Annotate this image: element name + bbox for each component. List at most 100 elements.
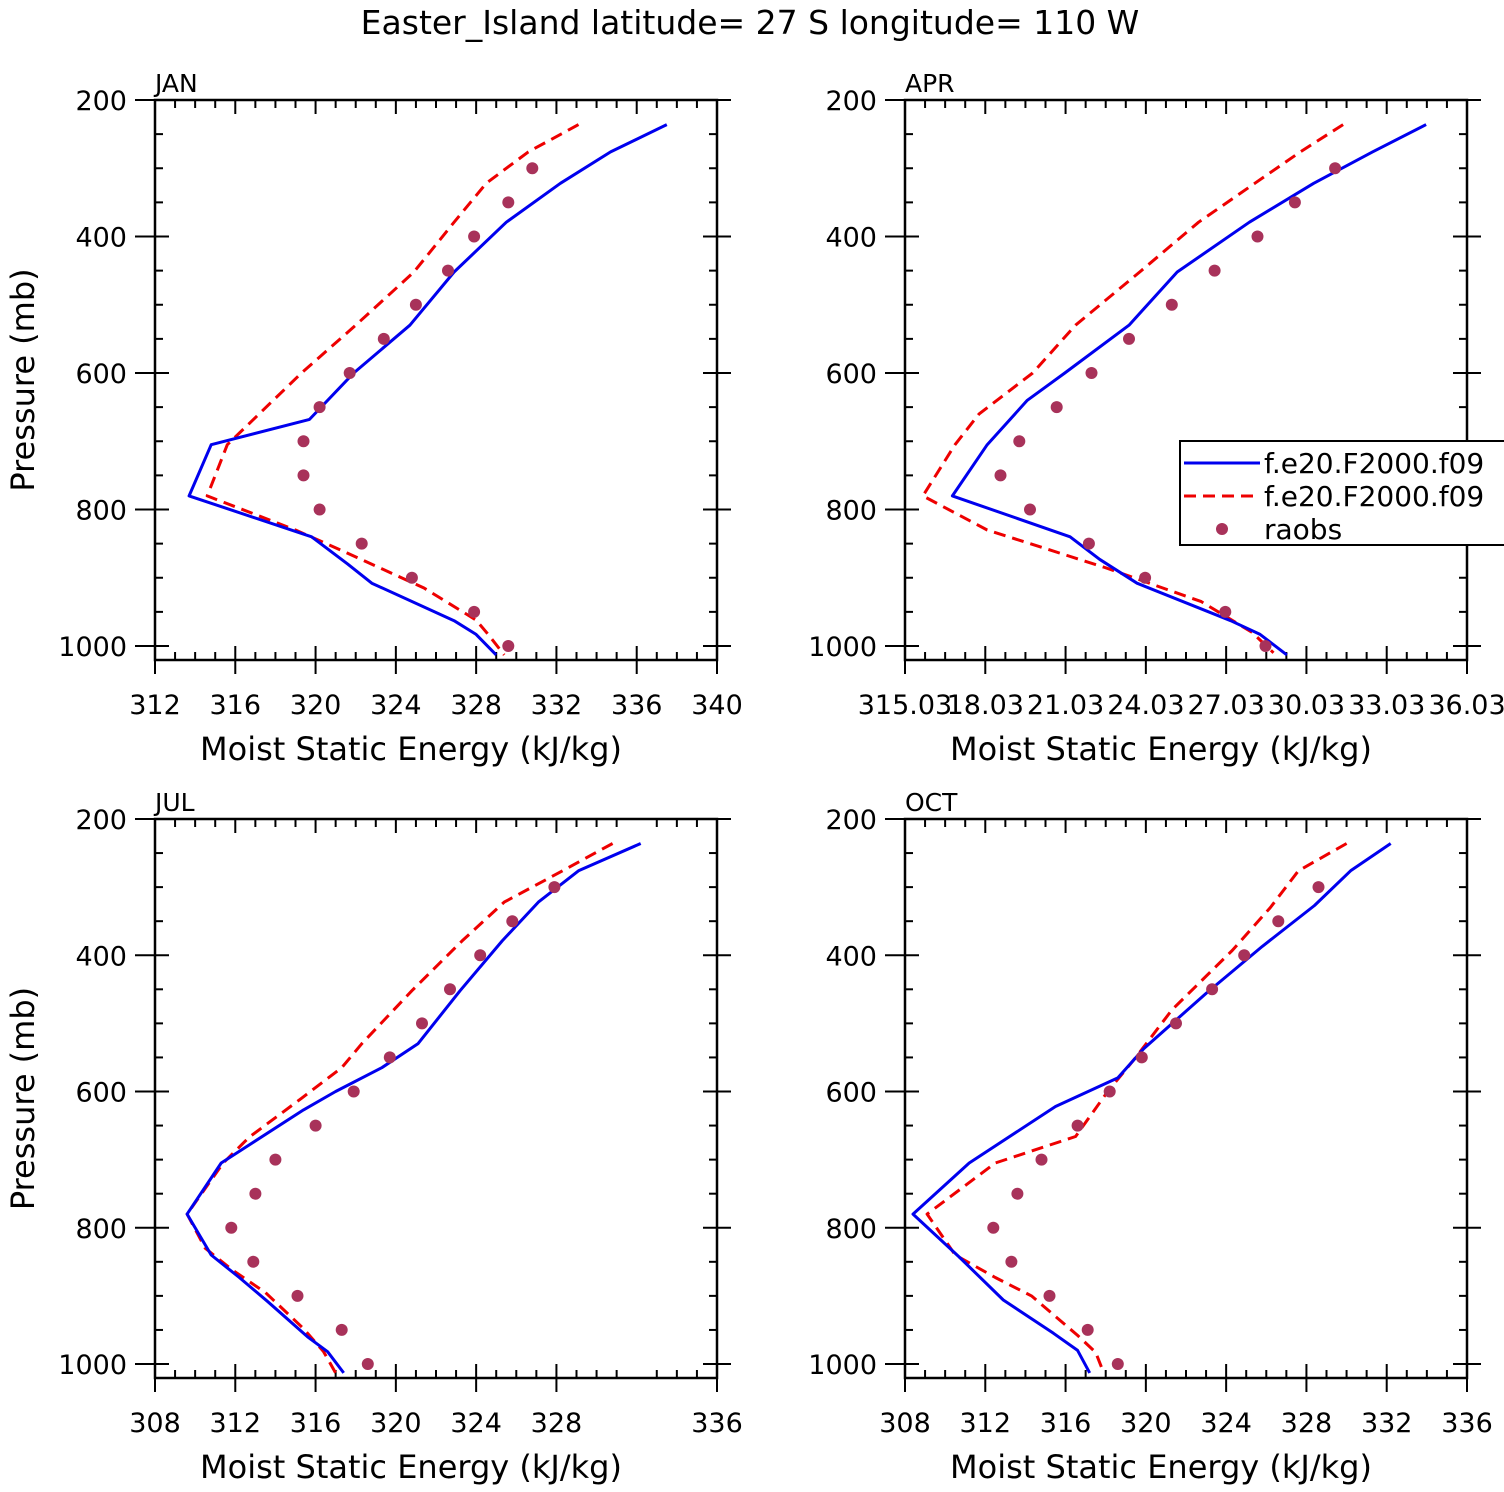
raobs-point: [409, 298, 422, 311]
y-axis-label: Pressure (mb): [4, 987, 42, 1210]
raobs-point: [1165, 298, 1178, 311]
raobs-point: [506, 915, 519, 928]
raobs-point: [1251, 230, 1264, 243]
raobs-point: [1103, 1085, 1116, 1098]
raobs-point: [1135, 1051, 1148, 1064]
y-tick-label: 800: [75, 1214, 127, 1245]
raobs-point: [355, 537, 368, 550]
raobs-point: [383, 1051, 396, 1064]
raobs-point: [1272, 915, 1285, 928]
series-line-solid: [185, 842, 642, 1374]
x-tick-label: 316: [290, 1408, 342, 1439]
y-tick-label: 400: [825, 223, 877, 254]
x-tick-label: 332: [1361, 1408, 1413, 1439]
x-tick-label: 320: [1120, 1408, 1172, 1439]
series-line-dashed: [921, 123, 1344, 654]
x-axis-label: Moist Static Energy (kJ/kg): [200, 1448, 622, 1486]
raobs-point: [987, 1221, 1000, 1234]
raobs-point: [1208, 264, 1221, 277]
series-line-dashed: [185, 842, 614, 1374]
x-tick-label: 340: [691, 690, 743, 721]
raobs-point: [313, 401, 326, 414]
legend-label: raobs: [1264, 513, 1342, 546]
y-tick-label: 1000: [58, 1350, 127, 1381]
raobs-point: [247, 1255, 260, 1268]
raobs-point: [343, 367, 356, 379]
y-tick-label: 600: [75, 1078, 127, 1109]
raobs-point: [1123, 332, 1135, 345]
y-tick-label: 200: [75, 805, 127, 836]
y-tick-label: 400: [825, 941, 877, 972]
x-tick-label: 27.03: [1187, 690, 1264, 721]
x-tick-label: 316: [1040, 1408, 1092, 1439]
plot-frame: [903, 817, 1469, 1380]
raobs-point: [1206, 983, 1219, 996]
raobs-point: [361, 1358, 374, 1370]
x-tick-label: 24.03: [1107, 690, 1184, 721]
series-line-solid: [187, 123, 668, 656]
x-tick-label: 308: [129, 1408, 181, 1439]
x-tick-label: 21.03: [1027, 690, 1104, 721]
y-tick-label: 600: [825, 1078, 877, 1109]
y-tick-label: 200: [825, 86, 877, 117]
raobs-point: [468, 605, 481, 618]
y-tick-label: 400: [75, 223, 127, 254]
raobs-point: [1170, 1017, 1182, 1030]
x-tick-label: 320: [290, 690, 342, 721]
x-tick-label: 312: [129, 690, 181, 721]
y-tick-label: 800: [75, 496, 127, 527]
x-tick-label: 316: [210, 690, 262, 721]
figure-title: Easter_Island latitude= 27 S longitude= …: [361, 3, 1140, 42]
y-tick-label: 800: [825, 496, 877, 527]
raobs-point: [1082, 537, 1095, 550]
y-tick-label: 200: [825, 805, 877, 836]
y-tick-label: 200: [75, 86, 127, 117]
raobs-point: [225, 1221, 238, 1234]
x-tick-label: 328: [450, 690, 502, 721]
raobs-point: [1011, 1187, 1024, 1200]
raobs-point: [416, 1017, 428, 1030]
legend-label: f.e20.F2000.f09: [1264, 447, 1484, 480]
raobs-point: [502, 640, 515, 652]
series-line-dashed: [205, 123, 580, 656]
raobs-point: [1329, 162, 1342, 175]
legend-box: [1179, 440, 1504, 546]
x-tick-label: 18.03: [947, 690, 1024, 721]
raobs-point: [1050, 401, 1063, 414]
raobs-point: [347, 1085, 360, 1098]
panel-title: JAN: [153, 69, 198, 98]
x-tick-label: 320: [370, 1408, 422, 1439]
raobs-point: [526, 162, 539, 175]
x-tick-label: 312: [210, 1408, 262, 1439]
raobs-point: [405, 571, 418, 584]
raobs-point: [548, 881, 561, 894]
raobs-point: [1024, 503, 1036, 516]
x-tick-label: 328: [1281, 1408, 1333, 1439]
raobs-point: [1071, 1119, 1084, 1132]
x-tick-label: 332: [531, 690, 583, 721]
y-tick-label: 600: [825, 359, 877, 390]
raobs-point: [1288, 196, 1301, 209]
x-tick-label: 336: [611, 690, 663, 721]
x-tick-label: 36.03: [1428, 690, 1504, 721]
y-axis-label: Pressure (mb): [4, 268, 42, 491]
raobs-point: [291, 1289, 304, 1302]
x-axis-label: Moist Static Energy (kJ/kg): [200, 730, 622, 768]
raobs-point: [1139, 571, 1152, 584]
panel-title: JUL: [153, 788, 195, 817]
x-tick-label: 312: [960, 1408, 1012, 1439]
raobs-point: [502, 196, 515, 209]
y-tick-label: 400: [75, 941, 127, 972]
x-tick-label: 33.03: [1348, 690, 1425, 721]
raobs-point: [297, 469, 310, 482]
raobs-point: [1085, 367, 1098, 379]
x-tick-label: 328: [531, 1408, 583, 1439]
x-axis-label: Moist Static Energy (kJ/kg): [950, 1448, 1372, 1486]
x-tick-label: 336: [691, 1408, 743, 1439]
x-tick-label: 336: [1441, 1408, 1493, 1439]
